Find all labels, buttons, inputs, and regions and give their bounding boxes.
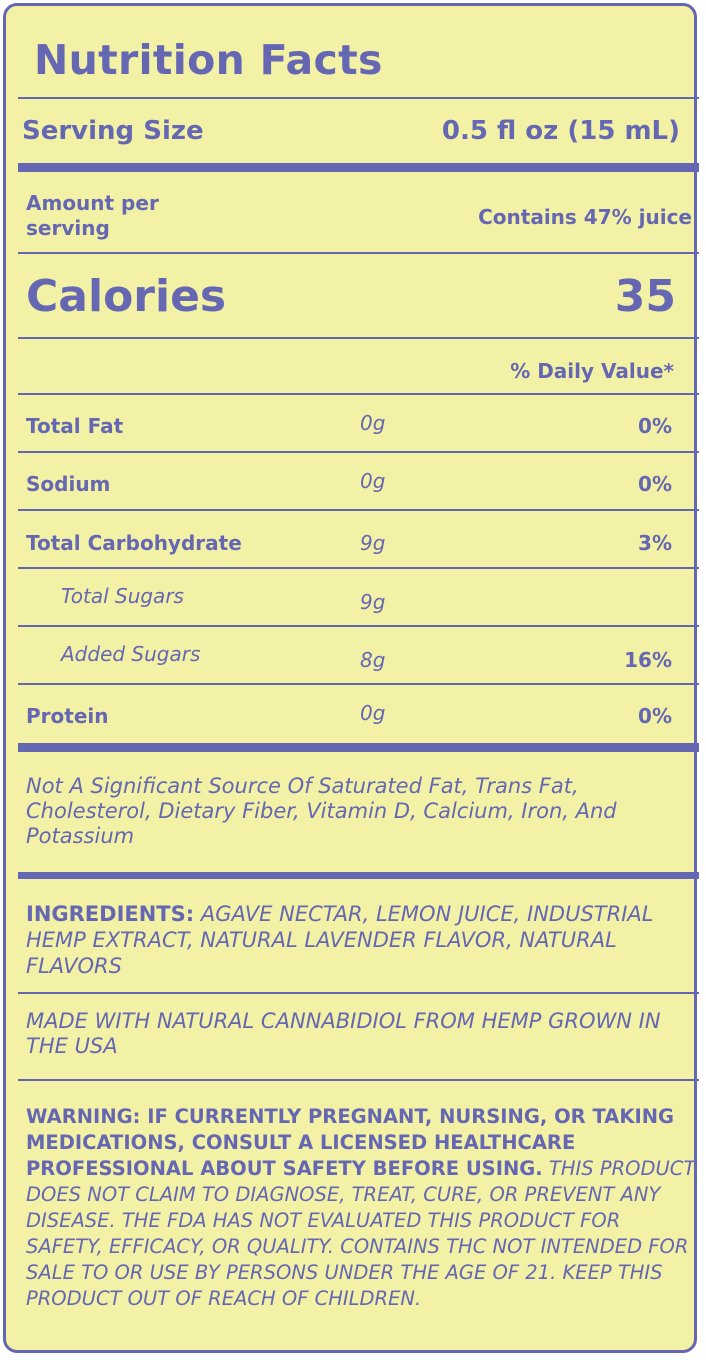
made-with-statement: MADE WITH NATURAL CANNABIDIOL FROM HEMP … (26, 1009, 661, 1058)
divider (18, 252, 699, 254)
nutrient-name: Protein (26, 704, 109, 728)
nutrient-amount: 0g (360, 701, 386, 725)
ingredients: INGREDIENTS: AGAVE NECTAR, LEMON JUICE, … (26, 901, 696, 979)
divider (18, 683, 699, 685)
nutrient-amount: 9g (360, 531, 386, 555)
divider (18, 625, 699, 627)
calories-value: 35 (614, 271, 676, 322)
label-title: Nutrition Facts (34, 36, 383, 84)
serving-size-value: 0.5 fl oz (15 mL) (441, 116, 680, 146)
thick-divider (18, 163, 699, 172)
amount-per-serving: Amount per serving (26, 191, 159, 240)
divider (18, 337, 699, 339)
divider (18, 509, 699, 511)
warning-bold: WARNING: IF CURRENTLY PREGNANT, NURSING,… (26, 1105, 675, 1180)
thick-divider (18, 743, 699, 752)
divider (18, 451, 699, 453)
nutrient-daily-value: 0% (638, 704, 672, 728)
nutrient-amount: 0g (360, 411, 386, 435)
nutrient-amount: 9g (360, 590, 386, 614)
calories-label: Calories (26, 271, 227, 322)
divider (18, 992, 699, 994)
nutrient-name: Total Fat (26, 414, 124, 438)
nutrient-daily-value: 0% (638, 414, 672, 438)
nutrient-amount: 8g (360, 648, 386, 672)
serving-size-label: Serving Size (22, 116, 204, 146)
ingredients-label: INGREDIENTS: (26, 902, 195, 926)
nutrient-daily-value: 3% (638, 531, 672, 555)
nutrient-name: Sodium (26, 472, 111, 496)
ingredients-text: AGAVE NECTAR, LEMON JUICE, INDUSTRIAL HE… (26, 902, 654, 978)
nutrient-daily-value: 16% (624, 648, 672, 672)
divider (18, 1079, 699, 1081)
warning-disclaimer: THIS PRODUCT DOES NOT CLAIM TO DIAGNOSE,… (26, 1157, 696, 1310)
juice-content: Contains 47% juice (478, 205, 692, 229)
nutrition-label: Nutrition Facts Serving Size 0.5 fl oz (… (3, 3, 699, 1353)
nutrient-amount: 0g (360, 469, 386, 493)
thick-divider (18, 872, 699, 879)
divider (18, 97, 699, 99)
divider (18, 567, 699, 569)
warning: WARNING: IF CURRENTLY PREGNANT, NURSING,… (26, 1104, 696, 1312)
nutrient-name: Total Carbohydrate (26, 531, 242, 555)
nutrient-name: Added Sugars (61, 642, 201, 666)
divider (18, 393, 699, 395)
nutrient-name: Total Sugars (61, 584, 184, 608)
nutrient-daily-value: 0% (638, 472, 672, 496)
not-significant-note: Not A Significant Source Of Saturated Fa… (26, 774, 617, 848)
daily-value-header: % Daily Value* (510, 359, 674, 383)
